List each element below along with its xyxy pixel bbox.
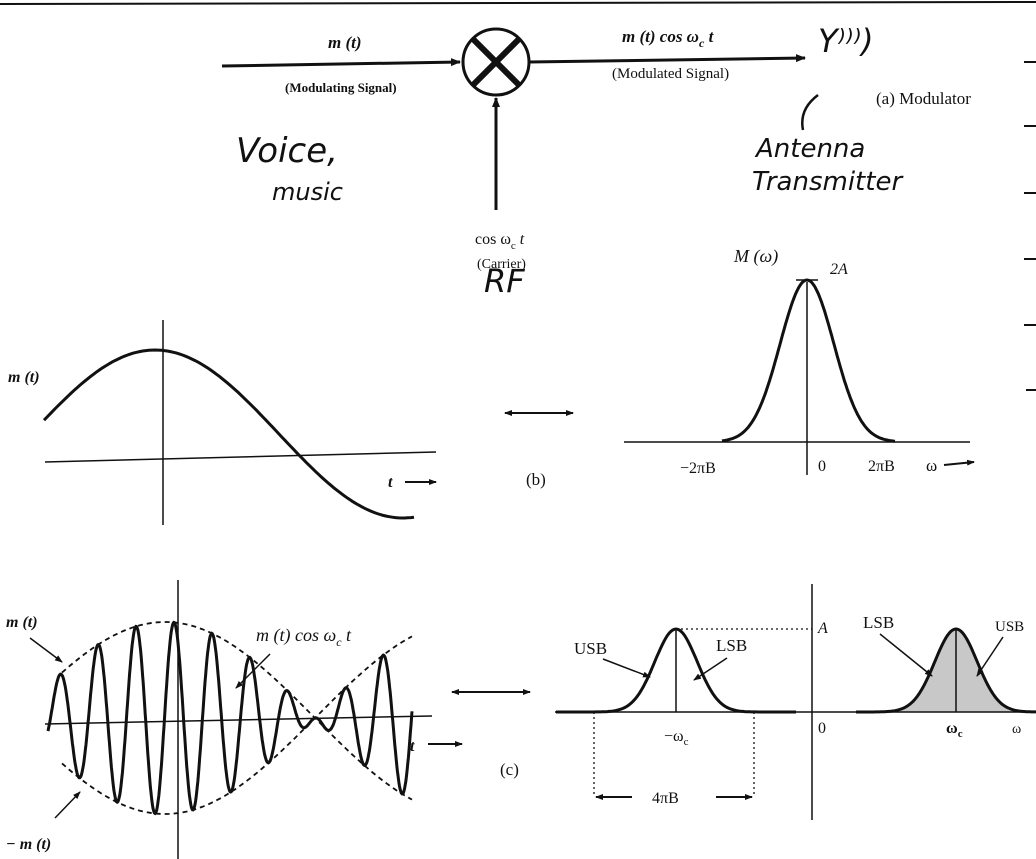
b-omega-label: ω (926, 456, 937, 475)
carrier-label: cos ωc t (475, 231, 525, 252)
c-upper-env-label: m (t) (6, 614, 38, 631)
note-antenna: Antenna (754, 134, 865, 164)
antenna-pointer (801, 94, 819, 131)
c-left-lobe (556, 627, 796, 714)
input-desc: (Modulating Signal) (285, 80, 397, 95)
c-bandwidth-label: 4πB (652, 790, 679, 807)
c-tick-neg: −ωc (664, 728, 689, 748)
b-spectrum-label: M (ω) (733, 246, 778, 267)
panel-b-spectrum: M (ω) 2A −2πB 0 2πB ω (624, 246, 975, 477)
c-usb-left-pointer (602, 658, 651, 678)
panel-c-spectrum: 4πB USB LSB LSB USB A −ωc 0 ωc ω (555, 584, 1036, 820)
b-signal-label: m (t) (8, 369, 40, 386)
c-time-axis (44, 715, 433, 725)
note-transmitter: Transmitter (752, 167, 904, 197)
b-spectrum-curve (721, 278, 896, 443)
output-desc: (Modulated Signal) (612, 66, 729, 82)
b-tick-zero: 0 (818, 458, 826, 475)
c-t-label: t (410, 738, 415, 755)
c-tick-pos: ωc (946, 720, 963, 740)
c-right-lobe (856, 627, 1036, 714)
c-tick-zero: 0 (818, 720, 826, 737)
b-tick-pos: 2πB (868, 458, 895, 475)
c-lsb-left-pointer (693, 657, 728, 681)
c-lower-envelope (61, 635, 413, 815)
c-usb-right-label: USB (995, 619, 1024, 635)
panel-c-time: m (t) − m (t) m (t) cos ωc t t (c) (6, 580, 531, 859)
c-lsb-left-label: LSB (716, 636, 747, 655)
c-lower-env-label: − m (t) (6, 836, 51, 853)
c-lsb-right-label: LSB (863, 613, 894, 632)
output-arrow (528, 54, 806, 64)
output-label: m (t) cos ωc t (622, 27, 715, 50)
handwritten-notes: Voice, music Antenna Transmitter RF Y⁾⁾⁾… (236, 22, 904, 300)
b-omega-arrow (943, 459, 975, 466)
c-amp-label: A (817, 620, 828, 637)
carrier-desc: (Carrier) (477, 257, 526, 272)
c-lower-env-pointer (54, 791, 81, 819)
b-time-axis (44, 451, 437, 463)
modulator-caption: (a) Modulator (876, 89, 971, 108)
note-rf: RF (484, 262, 525, 300)
top-edge-line (0, 1, 1036, 5)
b-peak-label: 2A (830, 261, 848, 278)
antenna-symbol: Y⁾⁾⁾) (818, 22, 874, 60)
c-lsb-right-pointer (879, 633, 933, 677)
input-label: m (t) (328, 33, 362, 52)
margin-ticks (1024, 61, 1036, 391)
c-modulated-wave (46, 620, 414, 816)
multiplier-cross-2 (470, 36, 522, 88)
note-music: music (272, 178, 343, 206)
c-mod-pointer (235, 653, 271, 689)
c-caption: (c) (500, 760, 519, 779)
c-upper-env-pointer (29, 637, 63, 663)
input-arrow (221, 58, 461, 68)
b-tick-neg: −2πB (680, 460, 716, 477)
c-sideband-shading (900, 629, 1026, 712)
modulator-diagram: m (t) (Modulating Signal) m (t) cos ωc t… (221, 27, 971, 272)
b-t-label: t (388, 474, 393, 491)
note-voice: Voice, (236, 131, 338, 171)
c-omega-label: ω (1012, 722, 1021, 737)
c-upper-envelope (61, 621, 413, 801)
c-mod-label: m (t) cos ωc t (256, 625, 352, 649)
c-usb-left-label: USB (574, 639, 607, 658)
panel-b-time: m (t) t (b) (8, 320, 574, 525)
c-usb-right-pointer (976, 636, 1004, 677)
b-caption: (b) (526, 470, 546, 489)
b-signal-curve (42, 348, 415, 520)
